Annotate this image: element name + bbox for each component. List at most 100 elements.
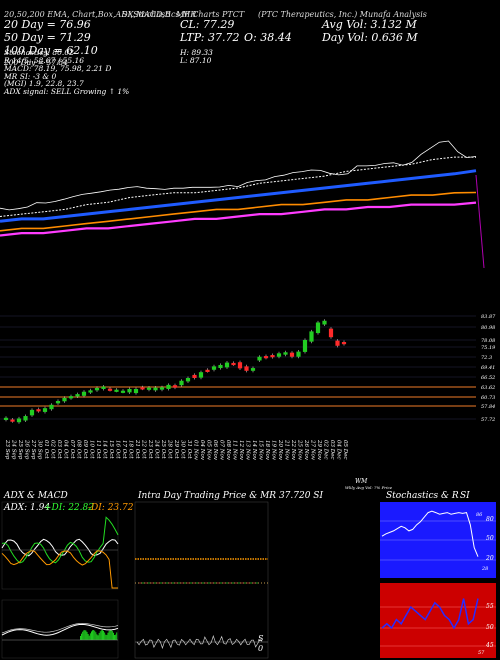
date-tick-label: 25 Sep [17,439,23,460]
macd-hist-bar [116,632,118,640]
macd-hist-bar [85,630,87,640]
candle-body [16,418,22,423]
date-tick-label: 11 Nov [232,440,238,461]
ma-100-label: 100 Day = 62.10 [4,44,98,57]
macd-hist-bar [84,630,86,640]
date-tick-label: 10 Oct [89,440,95,459]
intra-dot [172,582,174,584]
adx-series-2 [1,550,118,589]
macd-hist-bar [99,631,101,640]
price-level-label: 63.62 [481,385,495,391]
adx-lines [1,516,119,589]
price-level-label: 69.41 [481,365,495,371]
candle-body [185,378,191,382]
macd-hist-bar [87,633,89,640]
intra-dot [160,582,162,584]
date-tick-label: 30 Oct [180,440,186,459]
date-tick-label: 12 Nov [238,440,244,461]
macd-hist-bar [89,633,91,640]
day-vol-label: Day Vol: 0.636 M [322,31,418,44]
candle-body [224,362,230,368]
date-axis: 23 Sep 24 Sep 25 Sep 26 Sep 27 Sep 30 Sep 01 O… [4,439,348,461]
close-line [0,140,477,211]
intra-dot [238,582,240,584]
candle-body [289,352,295,357]
intra-dot [169,582,171,584]
candle-body [29,409,35,416]
candle-body [55,400,61,404]
price-level-label: 72.3 [481,355,492,361]
candle-body [244,366,249,371]
intra-dot [187,582,189,584]
macd-hist-bar [88,635,90,640]
header-studies-label-2: SI,Stochastics,MR [122,10,197,19]
date-tick-label: 07 Oct [69,440,75,459]
candle-body [263,356,269,359]
intra-dot [229,582,231,584]
ma-50-label: 50 Day = 71.29 [4,31,91,44]
candle-body [231,362,236,366]
header-company-label: (PTC Therapeutics, Inc.) Munafa Analysis [258,10,427,19]
date-tick-label: 01 Oct [43,440,49,459]
date-tick-label: 08 Oct [76,440,82,459]
macd-hist-bar [102,630,103,640]
gap-drop-line [475,174,485,269]
ema-line-3 [0,201,477,237]
candle-body [276,353,282,357]
ratio-label: R 14/5: 58.67 / 55.16 [4,56,85,65]
adx-panel-title: ADX & MACD [4,491,68,501]
intra-dot [214,582,216,584]
intra-dot [208,582,210,584]
candle-body [159,387,165,390]
intra-dot [154,582,156,584]
macd-hist-bar [95,632,97,640]
intra-dot [178,582,180,584]
mr-label-45: 45 [486,642,494,649]
intra-dot [235,582,237,584]
date-tick-label: 01 Nov [193,440,199,461]
intra-dot [253,582,255,584]
date-tick-label: 04 Dec [336,440,342,460]
price-level-label: 83.87 [481,314,496,320]
intra-dot [148,582,150,584]
candle-body [218,364,223,369]
mr-value: 57 [478,650,485,656]
candle-body [237,362,243,369]
macd-hist-bar [82,631,84,640]
candle-body [36,409,41,412]
intra-dot [184,582,186,584]
date-tick-label: 24 Oct [154,439,160,459]
candle-body [296,351,301,357]
mgi-label: (MGI) 1.9, 22.8, 23.7 [4,79,84,88]
avg-vol-label: Avg Vol: 3.132 M [322,18,417,31]
candle-body [172,385,178,388]
candle-body [250,368,256,371]
intra-dot [145,582,147,584]
candle-body [88,390,93,393]
macd-lines [1,622,119,641]
date-tick-label: 24 Sep [11,439,17,460]
header-ticker-label: MF Charts PTCT [176,10,245,19]
intra-dot [232,582,234,584]
mdi-value: -DI: 23.72 [88,503,134,513]
ma-200-label: 200 Day = 57.84 [4,58,68,67]
date-tick-label: 07 Nov [219,440,225,461]
macd-hist-bar [109,630,111,640]
date-tick-label: 25 Nov [297,439,303,461]
candle-body [192,374,197,378]
macd-hist-bar [104,632,106,640]
intra-dot [211,582,213,584]
bottom-panels [1,501,496,659]
date-tick-label: 03 Oct [56,440,62,459]
date-tick-label: 02 Oct [50,440,56,459]
candle-body [42,408,48,412]
stoch-value-2: 28 [482,566,489,572]
date-tick-label: 26 Nov [303,439,309,461]
candle-body [146,387,152,390]
candle-body [81,391,87,396]
macd-line [1,623,119,636]
date-tick-label: 21 Oct [134,439,140,459]
intra-dot [250,582,252,584]
macd-hist-bar [106,634,108,640]
macd-hist-bar [91,631,92,640]
